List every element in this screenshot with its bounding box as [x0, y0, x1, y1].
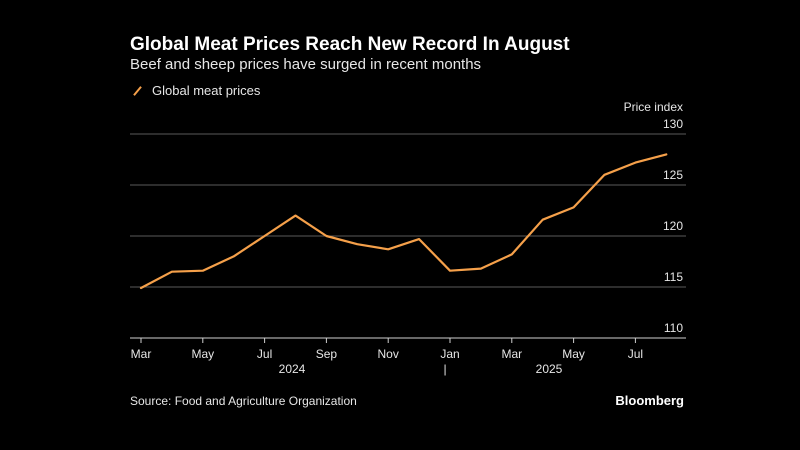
axis-labels: 110 115 120 125 130 Price index Mar May Jul Sep No…: [131, 100, 684, 376]
legend-label: Global meat prices: [152, 83, 261, 98]
y-tick-label: 125: [663, 168, 683, 182]
x-tick-label: May: [562, 347, 585, 361]
y-tick-label: 120: [663, 219, 683, 233]
year-separator: |: [443, 362, 446, 376]
x-tick-label: May: [191, 347, 214, 361]
x-tick-label: Mar: [501, 347, 522, 361]
year-label-2024: 2024: [279, 362, 306, 376]
series: [139, 153, 668, 290]
source-note: Source: Food and Agriculture Organizatio…: [130, 394, 357, 408]
axes: [130, 337, 686, 343]
x-tick-label: Nov: [378, 347, 399, 361]
x-tick-label: Sep: [316, 347, 338, 361]
legend: Global meat prices: [130, 83, 260, 98]
year-label-2025: 2025: [536, 362, 563, 376]
y-tick-label: 130: [663, 117, 683, 131]
x-tick-label: Mar: [131, 347, 152, 361]
y-tick-label: 115: [664, 270, 683, 284]
chart-title: Global Meat Prices Reach New Record In A…: [130, 34, 570, 55]
x-tick-label: Jul: [628, 347, 643, 361]
x-tick-label: Jul: [257, 347, 272, 361]
y-axis-title: Price index: [624, 100, 683, 114]
gridlines: [130, 133, 686, 288]
x-tick-label: Jan: [440, 347, 459, 361]
y-tick-label: 110: [664, 321, 683, 335]
series-line-global-meat-prices: [139, 153, 668, 290]
bloomberg-logo: Bloomberg: [615, 393, 684, 408]
chart-subtitle: Beef and sheep prices have surged in rec…: [130, 56, 482, 73]
